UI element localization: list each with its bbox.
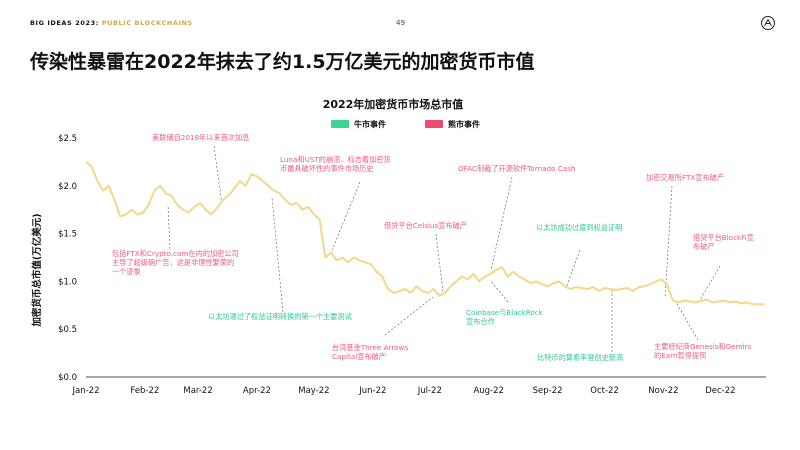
annotation-leaders bbox=[167, 145, 721, 352]
x-tick-label: Feb-22 bbox=[130, 386, 159, 396]
x-tick-label: Jul-22 bbox=[417, 386, 442, 396]
legend-label-bear: 熊市事件 bbox=[448, 119, 480, 129]
annotation-line: 以太坊通过了权益证明转换的第一个主要测试 bbox=[208, 312, 352, 321]
report-header: BIG IDEAS 2023: PUBLIC BLOCKCHAINS bbox=[30, 19, 193, 27]
annotation-line: Coinbase与BlackRock bbox=[466, 308, 544, 317]
annotation-line: 主要经纪商Genesis和Gemini bbox=[654, 342, 751, 351]
x-tick-label: Oct-22 bbox=[590, 386, 619, 396]
y-axis: $0.0 $0.5 $1.0 $1.5 $2.0 $2.5 bbox=[58, 134, 77, 383]
annotation-line: 的Earn暂停提现 bbox=[654, 351, 706, 360]
annotation-leader-line bbox=[675, 301, 699, 341]
x-tick-label: Apr-22 bbox=[243, 386, 271, 396]
event-annotation-bear: 包括FTX和Crypto.com在内的加密公司主导了超级碗广告，这是非理性繁荣的… bbox=[112, 249, 239, 276]
x-tick-label: Aug-22 bbox=[473, 386, 503, 396]
annotation-line: 一个迹象 bbox=[112, 267, 141, 276]
event-annotation-bull: Coinbase与BlackRock 宣布合作 bbox=[466, 308, 544, 326]
annotation-leader-line bbox=[490, 176, 513, 271]
y-tick-label: $1.5 bbox=[58, 230, 77, 240]
annotation-leader-line bbox=[565, 249, 581, 289]
y-tick-label: $0.0 bbox=[58, 373, 77, 383]
event-annotation-bear: 主要经纪商Genesis和Gemini 的Earn暂停提现 bbox=[654, 342, 751, 360]
x-tick-label: Dec-22 bbox=[705, 386, 735, 396]
y-axis-label: 加密货币总市值(万亿美元) bbox=[31, 213, 43, 327]
legend-label-bull: 牛市事件 bbox=[354, 119, 386, 129]
annotation-leader-line bbox=[699, 265, 721, 301]
y-tick-label: $2.5 bbox=[58, 134, 77, 144]
event-annotation-bear: 借贷平台BlockFi宣布破产 bbox=[693, 233, 754, 251]
x-tick-label: Jun-22 bbox=[358, 386, 386, 396]
annotation-leader-line bbox=[664, 185, 673, 299]
annotation-line: Luna和UST的崩溃，标志着加密货 bbox=[280, 155, 391, 164]
annotation-leader-line bbox=[329, 181, 361, 256]
report-brand: BIG IDEAS 2023: bbox=[30, 19, 99, 27]
annotation-line: 借贷平台Celsius宣布破产 bbox=[384, 221, 467, 230]
annotation-line: 台湾基金Three Arrows bbox=[332, 343, 408, 352]
annotation-line: 借贷平台BlockFi宣 bbox=[693, 233, 754, 242]
event-annotation-bear: OFAC制裁了开源软件Tornado Cash bbox=[458, 164, 576, 173]
event-annotation-bear: 台湾基金Three Arrows Capital宣布破产 bbox=[332, 343, 408, 361]
y-tick-label: $2.0 bbox=[58, 182, 77, 192]
ark-logo-icon bbox=[761, 16, 775, 30]
y-tick-label: $0.5 bbox=[58, 325, 77, 335]
annotation-line: 包括FTX和Crypto.com在内的加密公司 bbox=[112, 249, 239, 258]
chart-legend: 牛市事件 熊市事件 bbox=[331, 119, 480, 129]
event-annotation-bear: 美联储自2018年以来首次加息 bbox=[152, 133, 249, 142]
annotation-leader-line bbox=[435, 233, 444, 293]
annotation-line: 布破产 bbox=[693, 242, 715, 251]
annotation-line: 美联储自2018年以来首次加息 bbox=[152, 133, 249, 142]
event-annotation-bear: 加密交易所FTX宣布破产 bbox=[646, 173, 724, 182]
annotation-leader-line bbox=[167, 204, 171, 250]
x-tick-label: Mar-22 bbox=[183, 386, 212, 396]
annotation-leader-line bbox=[271, 197, 284, 313]
annotation-leader-line bbox=[384, 296, 434, 336]
legend-swatch-bull bbox=[331, 120, 349, 128]
event-annotation-bull: 以太坊成功过渡到权益证明 bbox=[536, 223, 622, 232]
x-axis: Jan-22 Feb-22 Mar-22 Apr-22 May-22 Jun-22 Jul-… bbox=[72, 386, 736, 396]
page-number: 49 bbox=[396, 19, 405, 27]
x-tick-label: Nov-22 bbox=[648, 386, 678, 396]
annotation-line: 币最具破坏性的事件市场历史 bbox=[280, 164, 373, 173]
annotation-line: 加密交易所FTX宣布破产 bbox=[646, 173, 724, 182]
report-section: PUBLIC BLOCKCHAINS bbox=[101, 19, 193, 27]
annotation-leader-line bbox=[489, 279, 509, 303]
annotation-line: 主导了超级碗广告，这是非理性繁荣的 bbox=[112, 258, 234, 267]
x-tick-label: Jan-22 bbox=[72, 386, 100, 396]
x-tick-label: Sep-22 bbox=[533, 386, 563, 396]
annotation-line: Capital宣布破产 bbox=[332, 352, 386, 361]
event-annotation-bull: 以太坊通过了权益证明转换的第一个主要测试 bbox=[208, 312, 352, 321]
x-tick-label: May-22 bbox=[298, 386, 329, 396]
page-title: 传染性暴雷在2022年抹去了约1.5万亿美元的加密货币市值 bbox=[30, 51, 535, 73]
event-annotation-bear: 借贷平台Celsius宣布破产 bbox=[384, 221, 467, 230]
annotation-line: 以太坊成功过渡到权益证明 bbox=[536, 223, 622, 232]
event-annotation-bear: Luna和UST的崩溃，标志着加密货币最具破坏性的事件市场历史 bbox=[280, 155, 391, 173]
chart-title: 2022年加密货币市场总市值 bbox=[323, 97, 464, 111]
event-annotations: 美联储自2018年以来首次加息包括FTX和Crypto.com在内的加密公司主导… bbox=[112, 133, 754, 362]
event-annotation-bull: 比特币的算希率登创史新高 bbox=[537, 353, 623, 362]
y-tick-label: $1.0 bbox=[58, 277, 77, 287]
market-cap-series-line bbox=[85, 161, 765, 306]
annotation-line: OFAC制裁了开源软件Tornado Cash bbox=[458, 164, 576, 173]
annotation-line: 宣布合作 bbox=[466, 317, 495, 326]
annotation-leader-line bbox=[213, 145, 223, 206]
annotation-line: 比特币的算希率登创史新高 bbox=[537, 353, 623, 362]
legend-swatch-bear bbox=[425, 120, 443, 128]
